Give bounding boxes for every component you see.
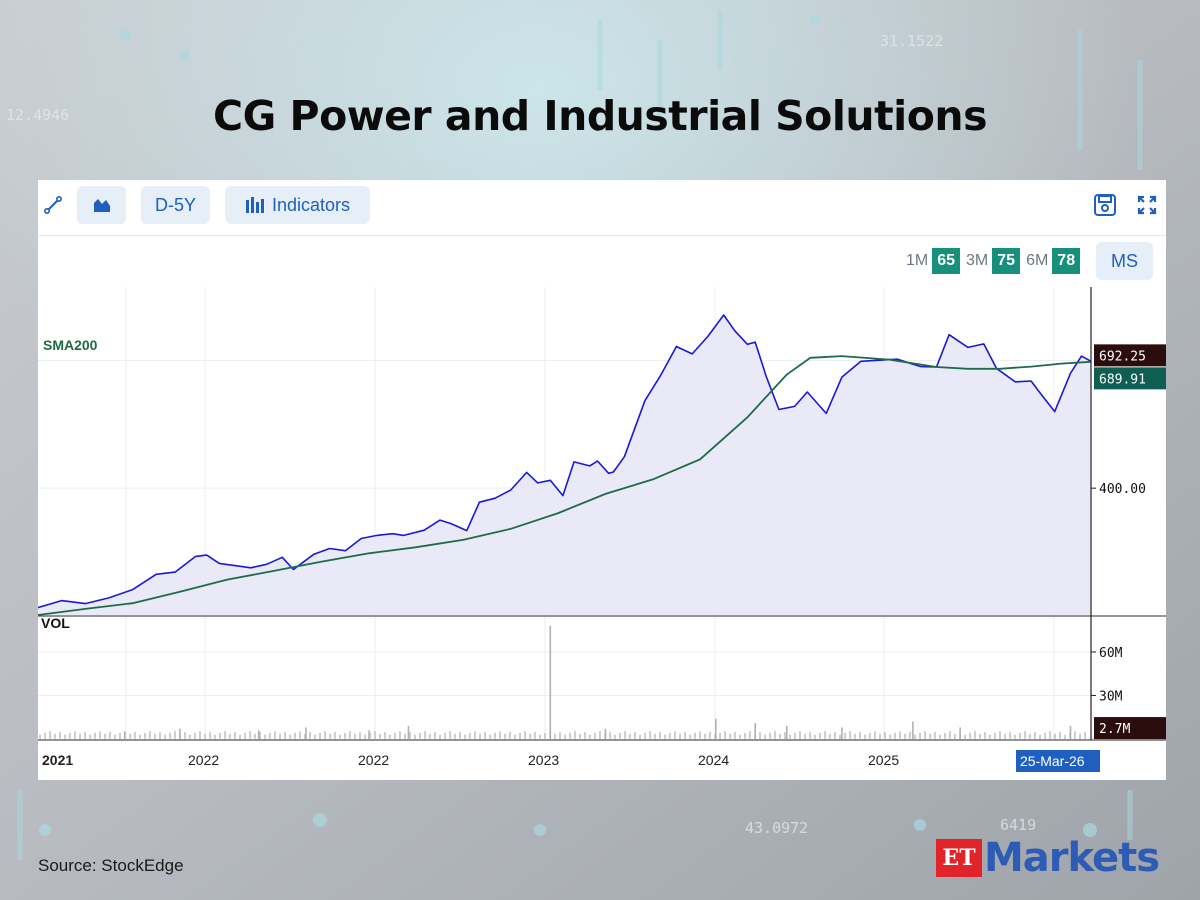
background-digits: 6419 [1000, 816, 1036, 834]
sma-tag: 689.91 [1099, 372, 1146, 387]
rsi-value: 75 [992, 248, 1021, 274]
range-button[interactable]: D-5Y [141, 186, 210, 224]
range-label: D-5Y [154, 194, 196, 215]
expand-button[interactable] [1132, 186, 1162, 224]
sma200-line [38, 355, 1092, 616]
source-note: Source: StockEdge [38, 856, 184, 875]
sma200-label: SMA200 [43, 337, 98, 353]
x-tick-label: 2023 [528, 752, 559, 768]
background-digits: 12.4946 [6, 106, 69, 124]
ms-button[interactable]: MS [1096, 242, 1153, 280]
indicators-label: Indicators [271, 194, 351, 215]
rsi-value: 78 [1052, 248, 1081, 274]
rsi-label: 6M [1026, 252, 1049, 269]
x-tick-label: 2021 [42, 752, 73, 768]
x-tick-label: 2022 [188, 752, 219, 768]
chart-type-icon [93, 199, 110, 212]
volume-label: VOL [41, 615, 70, 631]
rsi-label: 3M [966, 252, 989, 269]
save-icon [1094, 194, 1116, 216]
indicators-button[interactable]: Indicators [225, 186, 370, 224]
chart-toolbar: D-5Y Indicators [38, 180, 1166, 236]
price-chart: SMA200 VOL 400.00 60M 30M 692.25 689.91 2.7M 202… [38, 287, 1166, 772]
markets-wordmark: Markets [984, 835, 1160, 881]
background-digits: 43.0972 [745, 819, 808, 837]
volume-tag-bg [1094, 717, 1166, 740]
save-button[interactable] [1090, 186, 1120, 224]
volume-tick-label: 60M [1099, 646, 1123, 661]
chart-panel: D-5Y Indicators [38, 180, 1166, 780]
chart-type-button[interactable] [77, 186, 126, 224]
draw-tool-button[interactable] [38, 186, 68, 224]
expand-icon [1137, 195, 1157, 215]
x-tick-label: 2025 [868, 752, 899, 768]
page-title: CG Power and Industrial Solutions [213, 92, 988, 140]
x-tick-label: 2024 [698, 752, 729, 768]
cursor-date-label: 25-Mar-26 [1020, 753, 1085, 769]
volume-tick-label: 30M [1099, 689, 1123, 704]
ms-label: MS [1111, 250, 1138, 271]
y-tick-label: 400.00 [1099, 482, 1146, 497]
price-tag-bg [1094, 344, 1166, 367]
cursor-date-bg [1016, 750, 1100, 772]
price-tag: 692.25 [1099, 349, 1146, 364]
price-area [38, 315, 1091, 615]
rsi-label: 1M [906, 252, 929, 269]
rsi-value: 65 [932, 248, 961, 274]
indicators-icon [245, 197, 264, 213]
x-tick-label: 2022 [358, 752, 389, 768]
background-digits: 31.1522 [880, 32, 943, 50]
draw-tool-icon [44, 196, 62, 214]
et-markets-logo: ET Markets [936, 835, 1160, 881]
et-logo-mark: ET [936, 839, 982, 877]
volume-tag: 2.7M [1099, 722, 1130, 737]
rsi-badges: 1M 65 3M 75 6M 78 [900, 242, 1081, 280]
sma-tag-bg [1094, 367, 1166, 390]
